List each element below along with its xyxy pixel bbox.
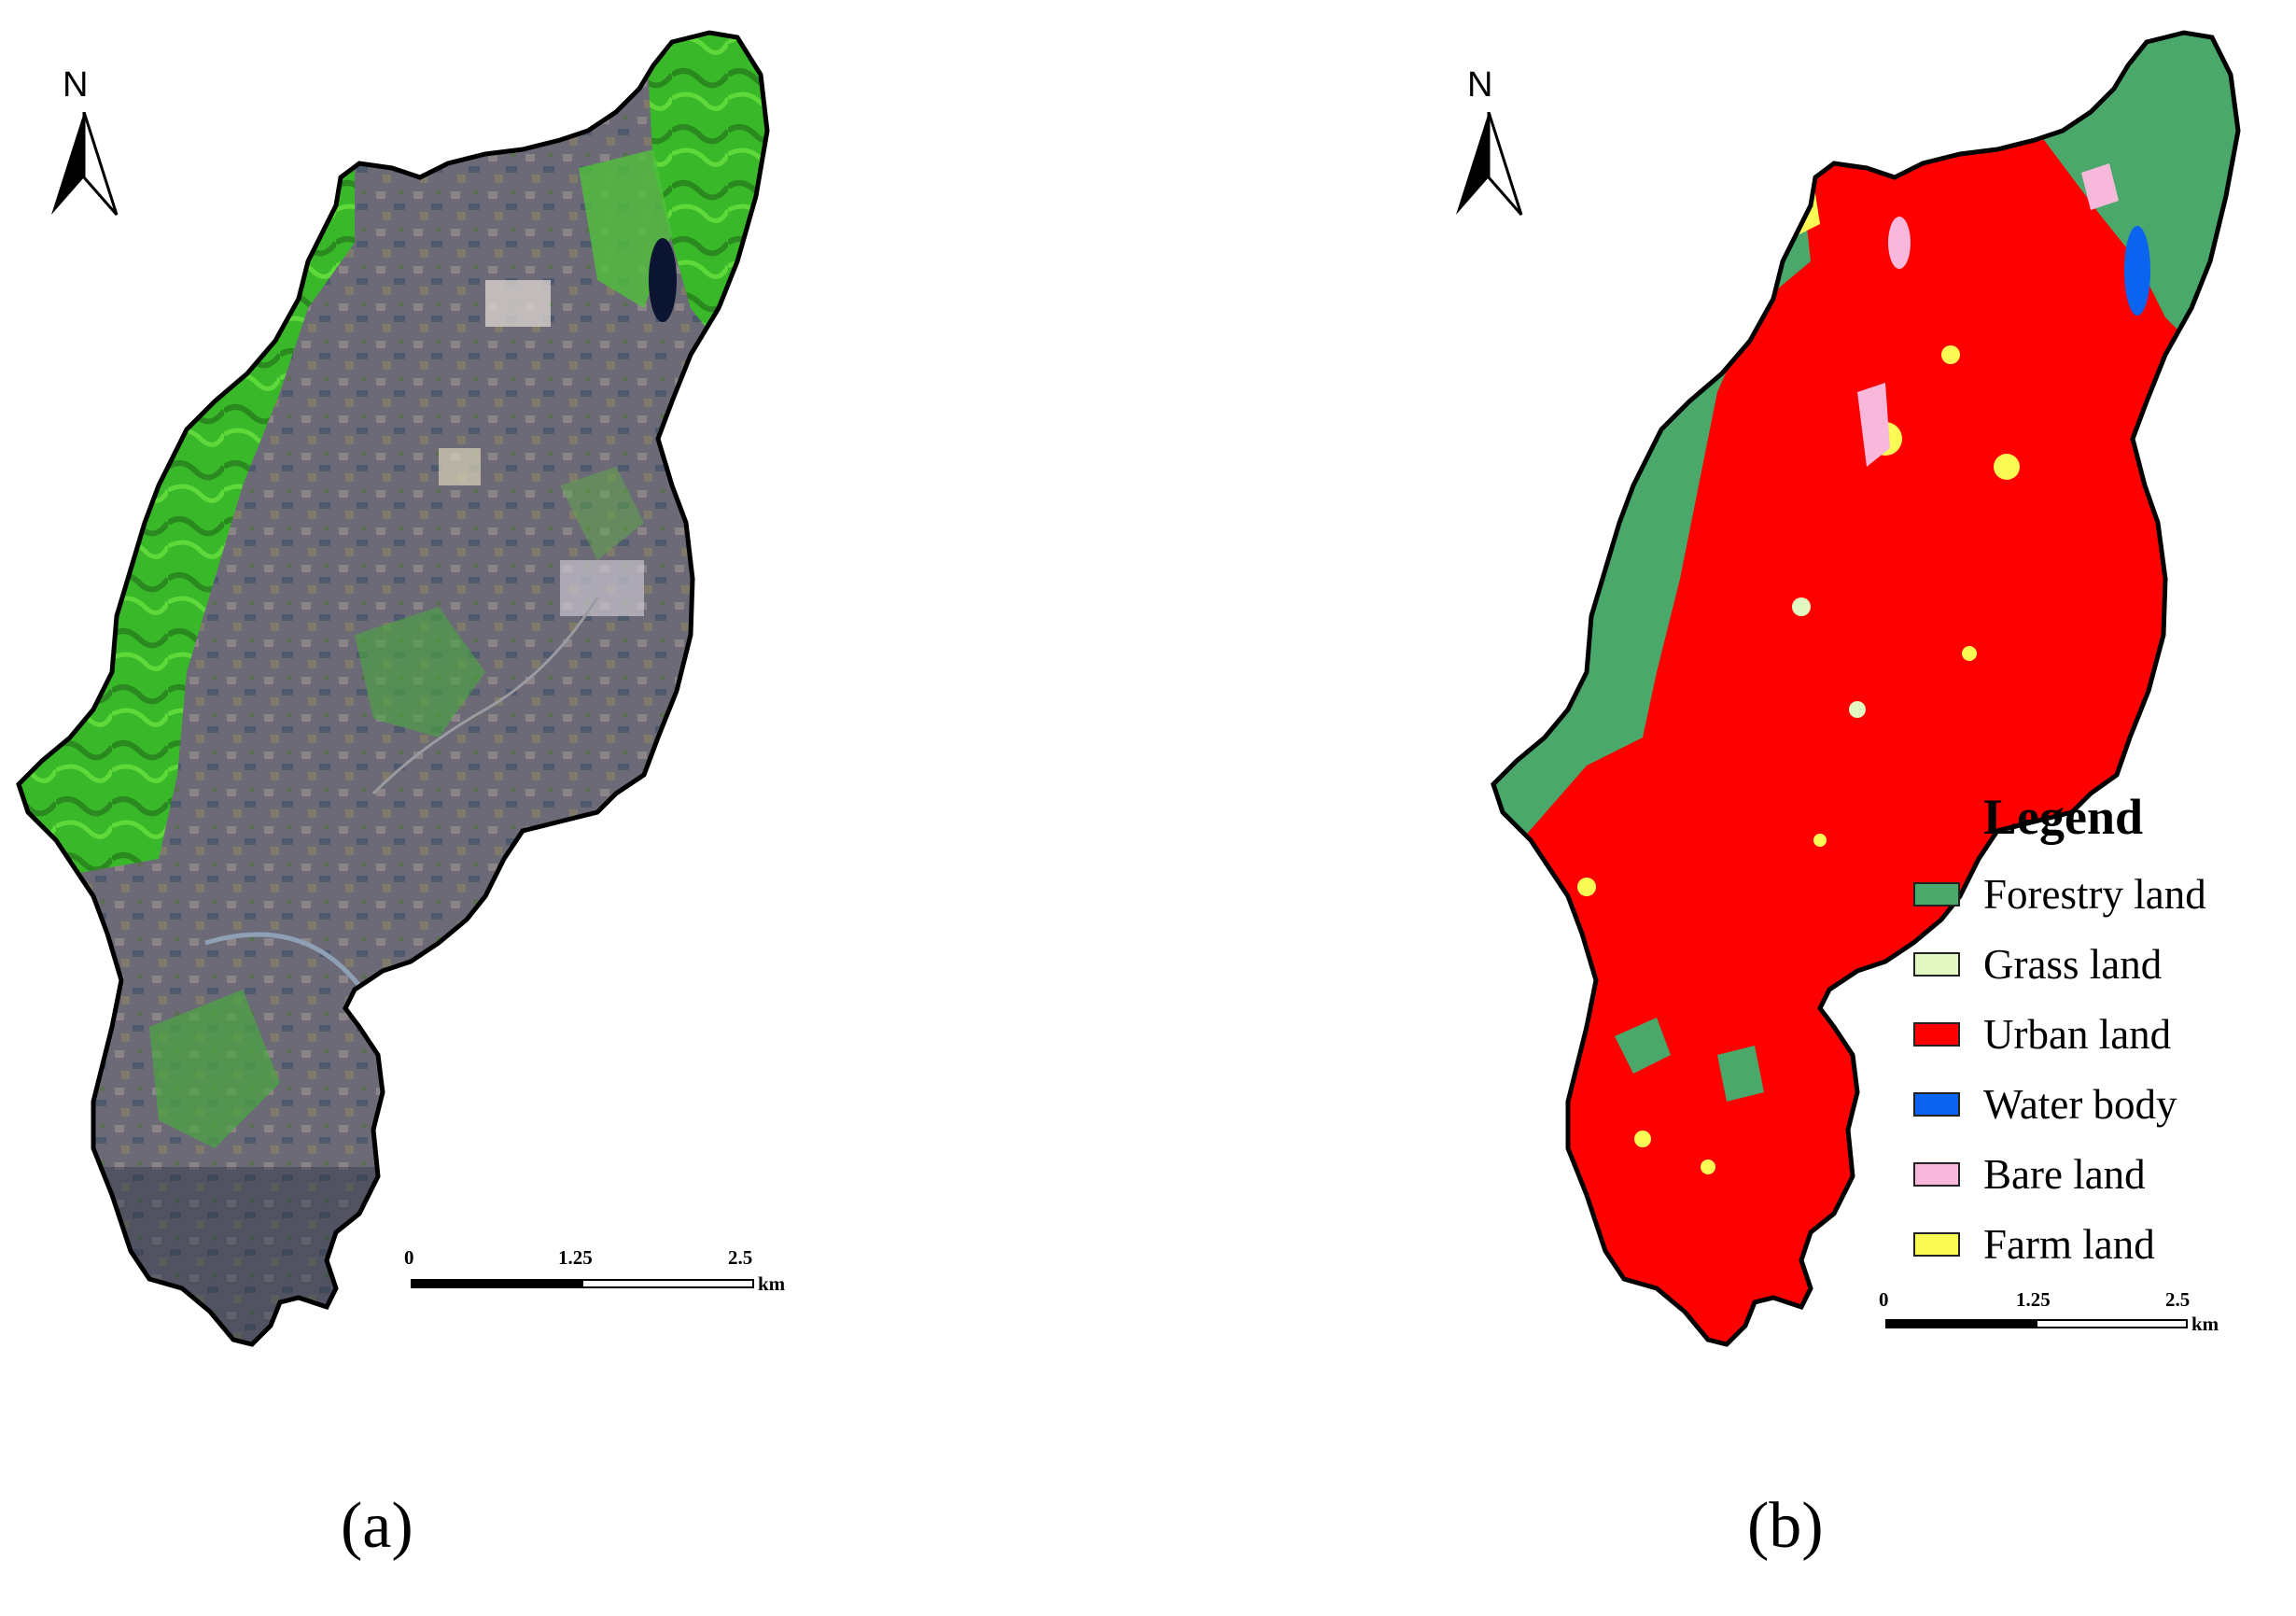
scale-tick-0: 0	[404, 1246, 414, 1269]
legend-items: Forestry land Grass land Urban land Water b…	[1913, 859, 2287, 1279]
caption-a: (a)	[341, 1490, 413, 1562]
legend-item: Farm land	[1913, 1209, 2287, 1279]
north-arrow: N	[42, 65, 126, 243]
north-label: N	[63, 65, 89, 105]
legend-swatch	[1913, 1021, 1960, 1047]
legend-swatch	[1913, 1161, 1960, 1187]
scale-tick-1: 1.25	[558, 1246, 593, 1269]
legend-item: Bare land	[1913, 1139, 2287, 1209]
legend-swatch	[1913, 881, 1960, 906]
scale-bar: 0 1.25 2.5 km	[1879, 1288, 2240, 1344]
legend-label: Forestry land	[1983, 870, 2206, 918]
scale-bar: 0 1.25 2.5 km	[404, 1246, 803, 1302]
scale-bar-white	[2036, 1319, 2188, 1328]
north-arrow-icon	[1456, 112, 1523, 216]
legend-label: Farm land	[1983, 1220, 2155, 1268]
legend-label: Grass land	[1983, 940, 2163, 988]
legend-item: Urban land	[1913, 999, 2287, 1069]
legend-swatch	[1913, 1231, 1960, 1257]
legend-label: Bare land	[1983, 1150, 2146, 1198]
scale-tick-2: 2.5	[728, 1246, 753, 1269]
scale-tick-2: 2.5	[2165, 1288, 2191, 1311]
legend-swatch	[1913, 951, 1960, 977]
legend-item: Grass land	[1913, 929, 2287, 999]
legend-item: Forestry land	[1913, 859, 2287, 929]
scale-bar-black	[1885, 1319, 2037, 1328]
legend-item: Water body	[1913, 1069, 2287, 1139]
north-label: N	[1467, 65, 1493, 105]
north-arrow-icon	[51, 112, 119, 216]
north-arrow: N	[1447, 65, 1531, 243]
scale-tick-0: 0	[1879, 1288, 1889, 1311]
study-area-boundary	[16, 30, 770, 1347]
scale-tick-1: 1.25	[2016, 1288, 2051, 1311]
scale-unit: km	[758, 1272, 786, 1295]
caption-b: (b)	[1747, 1490, 1824, 1562]
bare-land-patch	[1888, 217, 1911, 269]
legend-swatch	[1913, 1091, 1960, 1117]
study-area-boundary	[1491, 30, 2241, 1347]
urban-texture-area	[19, 33, 767, 1344]
panel-satellite-image: N 0 1.25 2.5 km (a)	[16, 30, 803, 1562]
panel-land-use-map: N 0 1.25 2.5 km (b)	[1148, 0, 2296, 1616]
scale-bar-white	[581, 1279, 754, 1288]
legend-label: Water body	[1983, 1080, 2177, 1128]
lake	[649, 238, 677, 322]
legend-title: Legend	[1983, 789, 2144, 845]
scale-unit: km	[2191, 1313, 2219, 1335]
land-use-map	[1491, 30, 2241, 1347]
scale-bar-black	[411, 1279, 583, 1288]
legend-label: Urban land	[1983, 1010, 2172, 1058]
satellite-map	[16, 30, 770, 1347]
map-legend: Legend Forestry land Grass land Urban land…	[1913, 784, 2287, 1279]
water-body-patch	[2124, 226, 2150, 316]
